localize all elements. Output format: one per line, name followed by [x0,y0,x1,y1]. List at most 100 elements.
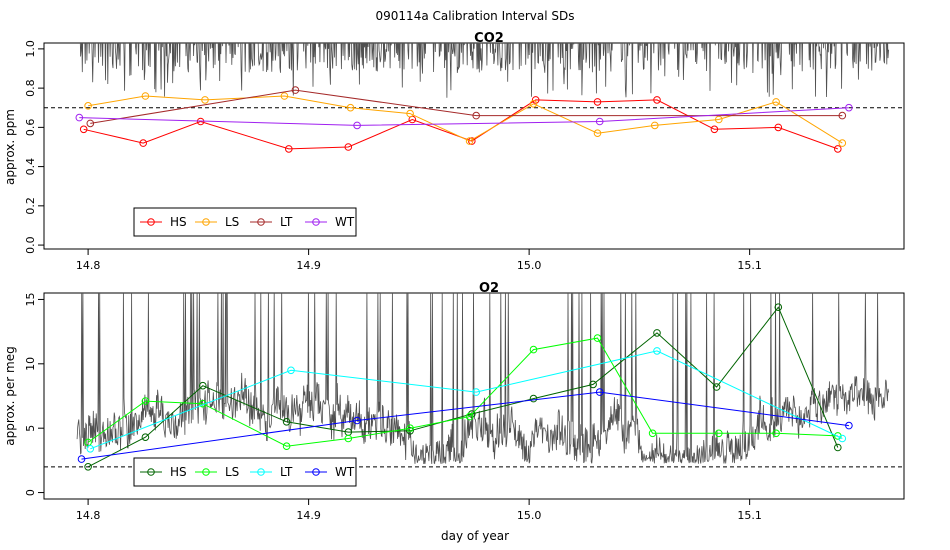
co2-legend: HS LS LT WT [133,207,357,237]
o2-series-point-lt [653,347,661,355]
co2-series-point-ls [838,139,847,147]
co2-y-tick-label: 0.4 [24,158,37,176]
o2-series-group [77,303,853,471]
o2-legend-label-lt: LT [280,465,293,479]
co2-series-point-wt [845,103,853,112]
o2-series-point-hs [84,463,92,471]
co2-series-point-ls [84,102,92,110]
co2-y-tick-label: 0.2 [24,197,37,215]
o2-series-point-hs [141,433,150,442]
co2-y-tick-label: 0.6 [24,119,37,137]
co2-series-point-lt [472,111,481,120]
o2-y-tick-label: 10 [24,357,37,371]
o2-legend-marker-lt [257,468,265,476]
co2-series-point-hs [139,139,147,147]
o2-series-point-hs [712,383,721,391]
co2-series-point-hs [774,123,783,132]
o2-series-point-wt [845,421,853,430]
o2-legend-marker-ls [202,468,210,476]
o2-panel: O2 approx. per meg 14.8 14.9 15.0 15.105101… [3,281,905,522]
co2-series-point-ls [593,129,602,137]
o2-legend-label-hs: HS [170,465,187,479]
o2-series-point-ls [648,429,657,438]
o2-legend: HS LS LT WT [133,457,357,487]
co2-series-point-wt [75,113,84,122]
figure-title: 090114a Calibration Interval SDs [376,9,575,23]
o2-series-point-hs [653,329,661,337]
o2-series-point-hs [468,410,476,418]
co2-panel-title: CO2 [474,31,504,46]
o2-legend-label-wt: WT [335,465,355,479]
co2-series-point-hs [285,145,293,153]
o2-y-tick-label: 5 [24,425,37,432]
o2-series-point-hs [199,381,207,390]
o2-series-point-lt [287,366,295,375]
co2-legend-label-lt: LT [280,215,293,229]
co2-legend-marker-ls [202,218,210,226]
co2-background-trace [79,43,889,98]
co2-series-point-hs [710,125,719,134]
co2-series-point-ls [651,121,659,130]
o2-series-point-lt [472,388,481,396]
co2-series-point-ls [715,115,723,124]
co2-series-point-hs [653,96,661,104]
o2-series-point-ls [344,434,353,443]
co2-x-tick-label: 14.8 [76,259,101,272]
o2-legend-marker-hs [147,468,155,476]
o2-x-tick-label: 14.9 [296,509,321,522]
o2-series-point-ls [529,345,538,354]
o2-x-tick-label: 14.8 [76,509,101,522]
co2-series-point-ls [346,103,355,112]
co2-x-tick-label: 15.0 [517,259,542,272]
o2-series-point-lt [86,445,95,453]
o2-series-point-hs [774,303,783,312]
o2-series-point-ls [84,438,92,447]
o2-plot-frame [43,292,905,500]
co2-x-tick-label: 15.1 [737,259,762,272]
co2-series-point-ls [280,92,289,100]
co2-series-point-ls [201,96,209,104]
o2-series-point-wt [353,416,361,425]
co2-series-point-hs [79,125,88,134]
co2-panel: CO2 approx. ppm 14.8 14.9 15.0 15.1 0.0 0.2 0.… [3,31,905,272]
co2-y-axis-label: approx. ppm [3,109,17,185]
o2-series-point-hs [589,380,597,389]
o2-y-tick-label: 15 [24,292,37,306]
co2-series-point-hs [593,98,602,106]
o2-y-tick-label: 0 [24,489,37,496]
co2-series-point-ls [465,137,474,145]
o2-series-point-ls [282,442,291,451]
co2-y-tick-label: 0.8 [24,79,37,97]
co2-legend-marker-wt [312,218,320,226]
co2-series-point-lt [86,119,95,128]
o2-series-point-ls [593,334,602,342]
co2-series-line-lt [90,89,843,124]
co2-series-line-ls [88,95,843,144]
co2-axes: 14.8 14.9 15.0 15.1 0.0 0.2 0.4 0.6 0.8 1.0 [24,40,904,272]
co2-series-point-ls [141,92,150,100]
o2-x-tick-label: 15.1 [737,509,762,522]
o2-series-point-hs [406,427,414,435]
o2-series-point-ls [465,412,474,421]
o2-y-axis-label: approx. per meg [3,346,17,445]
o2-series-point-ls [772,429,780,438]
o2-x-tick-label: 15.0 [517,509,542,522]
co2-series-point-lt [838,111,847,120]
o2-series-point-wt [77,455,86,463]
co2-trace [79,43,889,98]
co2-series-point-ls [529,100,538,108]
co2-x-tick-label: 14.9 [296,259,321,272]
co2-series-group [75,86,853,153]
o2-series-line-wt [81,391,849,460]
co2-legend-label-hs: HS [170,215,187,229]
o2-series-point-hs [282,418,291,426]
o2-series-point-hs [834,443,842,452]
o2-series-point-wt [595,388,604,396]
co2-series-point-wt [595,117,604,126]
o2-series-point-ls [141,397,150,405]
co2-series-point-wt [353,121,361,130]
co2-y-tick-label: 0.0 [24,236,37,254]
co2-legend-marker-lt [257,218,265,226]
o2-series-line-ls [87,337,838,447]
